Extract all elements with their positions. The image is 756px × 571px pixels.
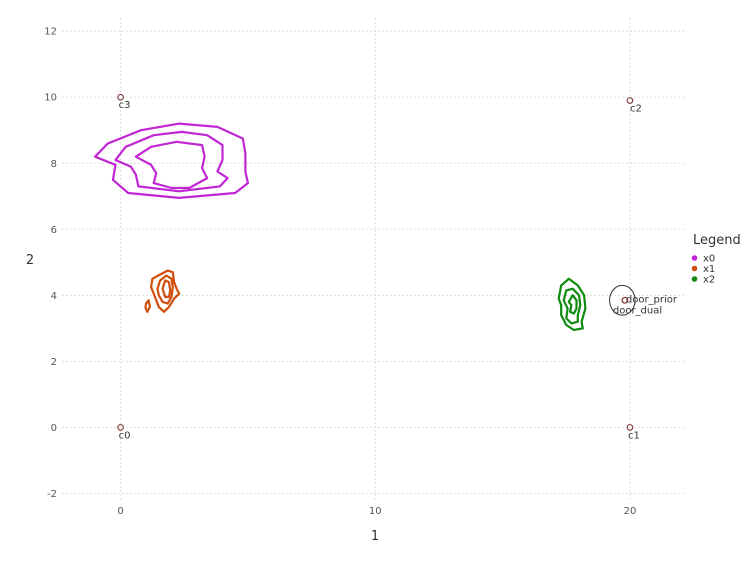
series-x0 (95, 124, 248, 198)
legend-swatch (692, 266, 698, 272)
point-label: c0 (119, 430, 131, 441)
y-tick-label: 8 (51, 159, 57, 170)
series-x2 (559, 279, 586, 330)
contour-line (136, 142, 207, 188)
legend-title: Legend (693, 233, 741, 248)
legend-label: x1 (703, 264, 715, 275)
legend-label: x2 (703, 275, 715, 286)
point-label: c1 (628, 430, 640, 441)
y-tick-label: -2 (47, 489, 57, 500)
grid (62, 18, 686, 500)
y-tick-label: 10 (44, 93, 57, 104)
legend-swatch (692, 276, 698, 282)
y-tick-label: 0 (51, 423, 57, 434)
contour-line (146, 300, 150, 312)
y-tick-label: 2 (51, 357, 57, 368)
legend-label: x0 (703, 254, 715, 265)
contour-line (163, 281, 171, 298)
series-x1 (146, 271, 180, 312)
y-tick-label: 6 (51, 225, 57, 236)
point-label: c3 (119, 100, 131, 111)
point-label: c2 (630, 104, 642, 115)
contour-line (116, 132, 228, 191)
x-tick-label: 20 (624, 506, 637, 517)
x-tick-label: 10 (369, 506, 382, 517)
contour-line (569, 295, 577, 313)
y-axis-title: 2 (26, 253, 34, 268)
x-axis-title: 1 (371, 529, 379, 544)
legend-swatch (692, 255, 698, 261)
x-tick-label: 0 (117, 506, 123, 517)
y-tick-label: 4 (51, 291, 57, 302)
contour-series (95, 124, 585, 330)
y-tick-label: 12 (44, 27, 57, 38)
tick-labels: 0 10 20 -2 0 2 4 6 8 10 12 (44, 27, 636, 517)
point-label: door_prior (626, 294, 678, 305)
point-label: door_dual (613, 305, 662, 316)
